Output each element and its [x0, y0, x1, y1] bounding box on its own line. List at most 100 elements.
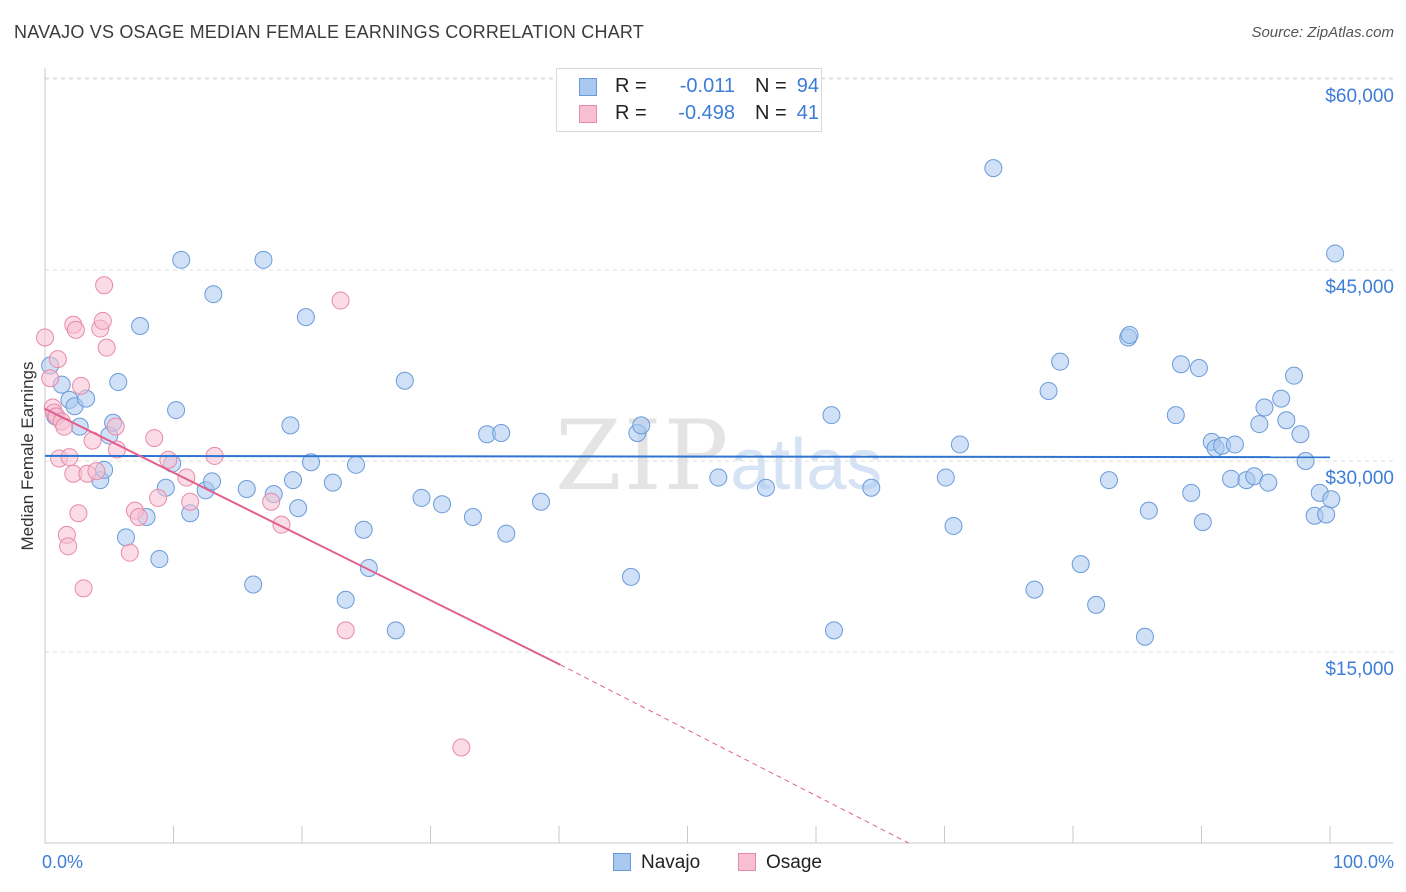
navajo-point — [1326, 244, 1345, 263]
navajo-point — [1166, 406, 1185, 425]
bottom-navajo-label: Navajo — [641, 852, 701, 873]
osage-point — [149, 488, 168, 507]
navajo-point — [1135, 627, 1154, 646]
bottom-navajo-swatch — [613, 853, 631, 871]
osage-point — [331, 291, 350, 310]
navajo-point — [822, 406, 841, 425]
navajo-point — [150, 550, 169, 569]
osage-point — [181, 492, 200, 511]
navajo-r-value: -0.011 — [679, 75, 735, 97]
navajo-point — [1272, 389, 1291, 408]
navajo-point — [1259, 473, 1278, 492]
osage-point — [87, 462, 106, 481]
navajo-point — [1087, 595, 1106, 614]
osage-point — [95, 276, 114, 295]
y-axis-label: Median Female Earnings — [18, 361, 37, 551]
navajo-point — [395, 371, 414, 390]
navajo-point — [1182, 483, 1201, 502]
navajo-point — [1099, 471, 1118, 490]
navajo-point — [254, 250, 273, 269]
navajo-n-value: 94 — [796, 75, 819, 97]
navajo-point — [1025, 580, 1044, 599]
navajo-point — [1051, 352, 1070, 371]
source-label: Source: ZipAtlas.com — [1251, 24, 1394, 41]
navajo-point — [301, 453, 320, 472]
navajo-point — [1317, 505, 1336, 524]
navajo-point — [296, 308, 315, 327]
navajo-point — [1222, 469, 1241, 488]
navajo-point — [492, 423, 511, 442]
bottom-legend-navajo: Navajo — [613, 852, 700, 874]
navajo-point — [433, 495, 452, 514]
navajo-point — [1071, 555, 1090, 574]
navajo-point — [1250, 415, 1269, 434]
navajo-point — [824, 621, 843, 640]
osage-point — [71, 376, 90, 395]
navajo-point — [1193, 513, 1212, 532]
osage-point — [66, 320, 85, 339]
navajo-point — [709, 468, 728, 487]
osage-point — [48, 350, 67, 369]
navajo-point — [1322, 490, 1341, 509]
navajo-point — [284, 471, 303, 490]
bottom-legend-osage: Osage — [738, 852, 822, 874]
osage-point — [159, 450, 178, 469]
navajo-point — [359, 558, 378, 577]
navajo-point — [1189, 359, 1208, 378]
navajo-point — [1277, 411, 1296, 430]
osage-point — [41, 369, 60, 388]
osage-point — [106, 417, 125, 436]
navajo-r-label: R = — [615, 75, 647, 97]
navajo-point — [1255, 398, 1274, 417]
navajo-point — [1225, 435, 1244, 454]
x-tick-max: 100.0% — [1332, 852, 1394, 872]
bottom-osage-swatch — [738, 853, 756, 871]
watermark-atlas: atlas — [730, 425, 883, 505]
navajo-point — [244, 575, 263, 594]
navajo-trend-line — [44, 454, 1331, 459]
navajo-point — [1296, 452, 1315, 470]
bottom-osage-label: Osage — [766, 852, 822, 873]
y-tick-15000: $15,000 — [1325, 659, 1394, 680]
osage-point — [74, 579, 93, 598]
navajo-point — [386, 621, 405, 640]
navajo-point — [109, 373, 128, 392]
navajo-point — [950, 435, 969, 454]
x-tick-min: 0.0% — [42, 852, 84, 872]
osage-point — [129, 508, 148, 527]
navajo-point — [1039, 381, 1058, 400]
navajo-point — [336, 590, 355, 609]
osage-trend-line — [44, 407, 561, 666]
navajo-point — [346, 455, 365, 474]
y-tick-60000: $60,000 — [1325, 86, 1394, 107]
osage-point — [97, 338, 116, 357]
navajo-point — [204, 285, 223, 304]
osage-r-label: R = — [615, 102, 647, 124]
stats-legend: R = -0.011 N = 94 R = -0.498 N = 41 — [556, 68, 822, 132]
navajo-point — [1285, 366, 1304, 385]
navajo-point — [412, 488, 431, 507]
navajo-point — [621, 567, 640, 586]
osage-point — [145, 429, 164, 448]
navajo-point — [323, 473, 342, 492]
osage-trend-extension — [560, 664, 909, 844]
osage-point — [336, 621, 355, 640]
navajo-point — [1291, 425, 1310, 444]
navajo-swatch — [579, 78, 597, 96]
navajo-point — [131, 317, 150, 336]
navajo-point — [1171, 355, 1190, 374]
navajo-point — [167, 401, 186, 420]
navajo-n-label: N = — [755, 75, 787, 97]
navajo-point — [756, 478, 775, 497]
navajo-point — [984, 159, 1003, 178]
y-tick-30000: $30,000 — [1325, 468, 1394, 489]
navajo-point — [497, 524, 516, 543]
navajo-point — [237, 480, 256, 499]
osage-n-label: N = — [755, 102, 787, 124]
osage-point — [262, 492, 281, 511]
navajo-point — [203, 472, 222, 491]
osage-point — [177, 468, 196, 487]
osage-point — [36, 328, 54, 347]
navajo-point — [632, 416, 651, 435]
